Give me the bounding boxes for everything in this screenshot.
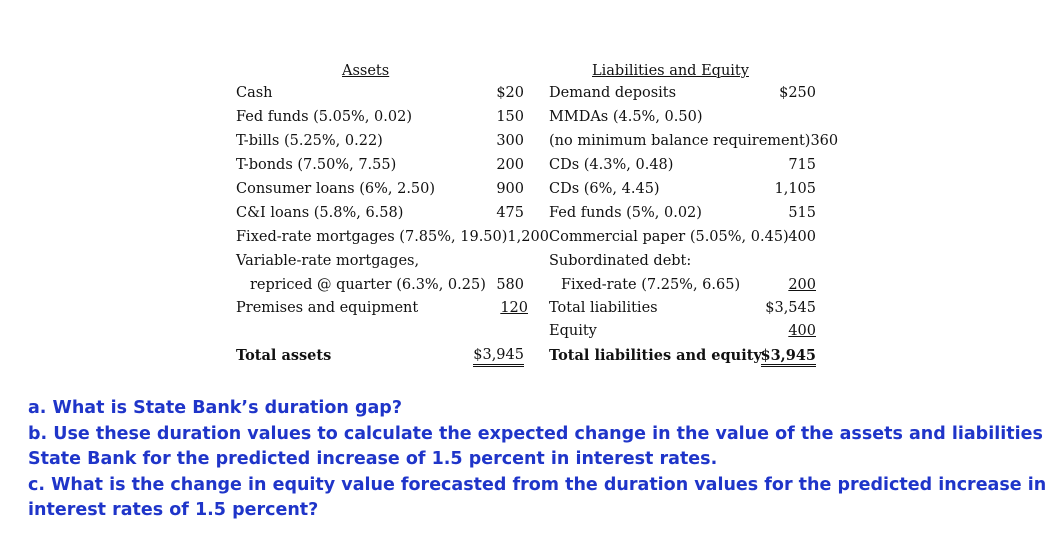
question-b-line2: State Bank for the predicted increase of…: [28, 449, 718, 469]
assets-header: Assets: [342, 63, 390, 79]
question-b-line1: b. Use these duration values to calculat…: [28, 423, 1048, 444]
total-liabilities-equity-value: $3,945: [760, 347, 816, 367]
question-a: a. What is State Bank’s duration gap?: [28, 398, 402, 418]
total-assets-value: $3,945: [473, 347, 524, 367]
total-liabilities-equity-label: Total liabilities and equity: [549, 347, 762, 364]
total-assets-label: Total assets: [236, 347, 332, 364]
liabilities-header: Liabilities and Equity: [592, 63, 749, 79]
question-c-line1: c. What is the change in equity value fo…: [28, 474, 1047, 495]
questions-block: a. What is State Bank’s duration gap? b.…: [28, 396, 1048, 524]
question-c-line2: interest rates of 1.5 percent?: [28, 500, 319, 520]
